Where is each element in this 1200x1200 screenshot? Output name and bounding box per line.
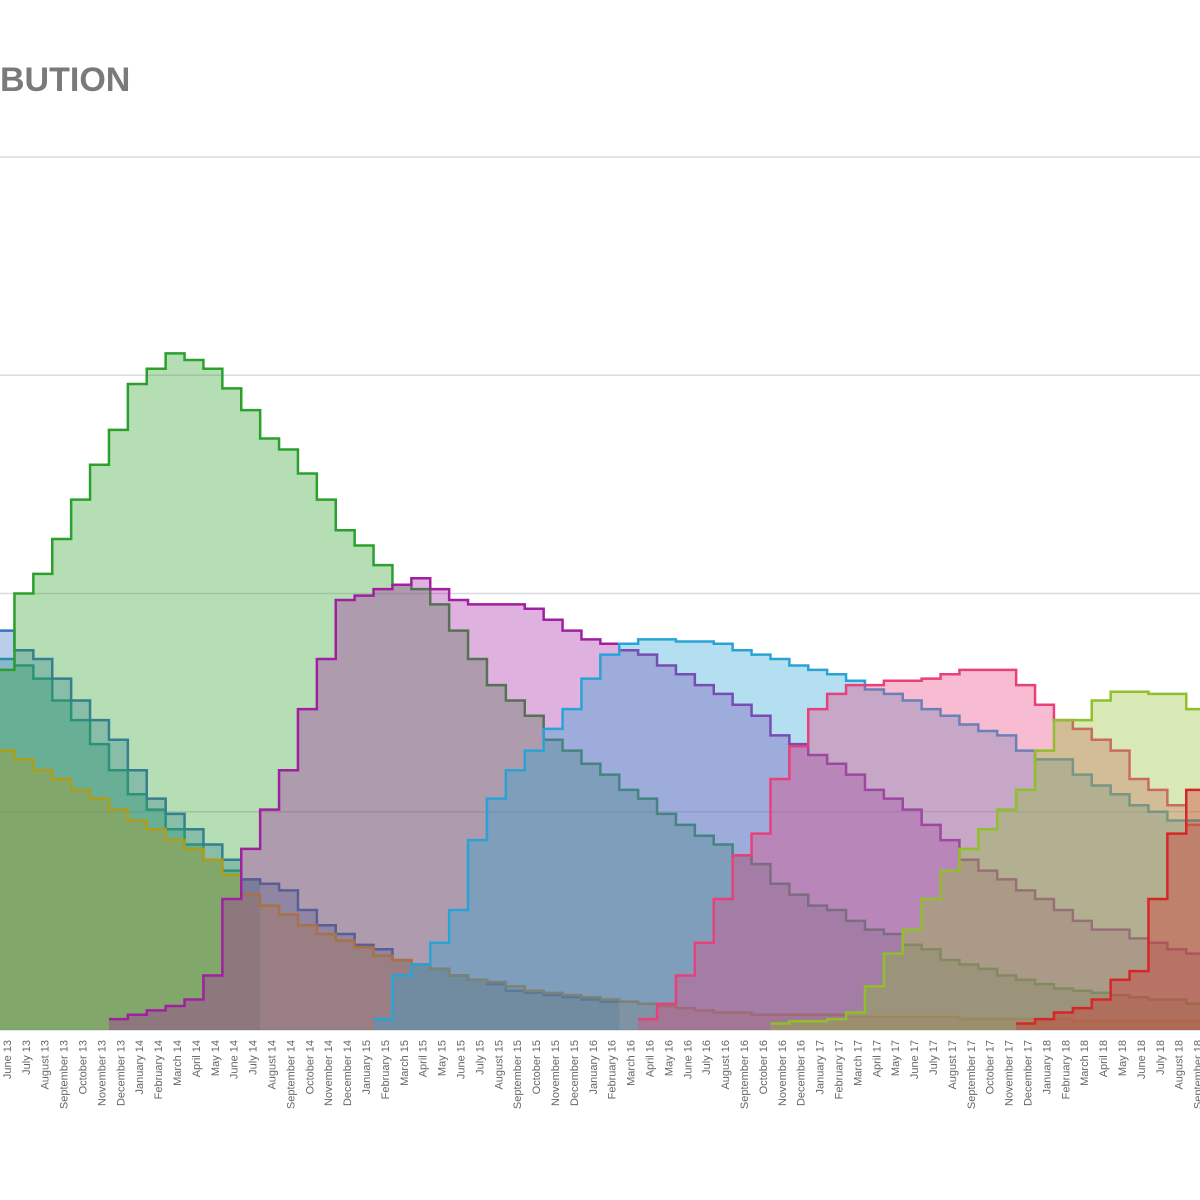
- x-tick-label: December 16: [796, 1040, 808, 1106]
- line: [770, 690, 1200, 1025]
- area: [0, 750, 1200, 1030]
- x-tick-label: March 16: [626, 1040, 638, 1086]
- x-tick-label: July 16: [701, 1040, 713, 1075]
- x-tick-label: December 14: [342, 1040, 354, 1106]
- x-tick-label: June 17: [909, 1040, 921, 1079]
- x-tick-label: May 17: [890, 1040, 902, 1076]
- x-tick-label: November 14: [323, 1040, 335, 1106]
- x-tick-label: October 17: [985, 1040, 997, 1094]
- chart-title: BUTION: [0, 61, 130, 99]
- x-tick-label: July 15: [474, 1040, 486, 1075]
- line: [108, 576, 1200, 1021]
- x-tick-label: June 18: [1136, 1040, 1148, 1079]
- x-tick-label: July 14: [248, 1040, 260, 1075]
- x-tick-label: April 16: [645, 1040, 657, 1077]
- line: [373, 638, 1200, 1021]
- x-tick-label: November 17: [1004, 1040, 1016, 1106]
- x-tick-label: February 18: [1060, 1040, 1072, 1099]
- x-tick-label: September 14: [285, 1040, 297, 1109]
- area: [0, 630, 620, 1030]
- area: [1016, 789, 1200, 1030]
- x-tick-label: May 16: [663, 1040, 675, 1076]
- x-tick-label: June 16: [682, 1040, 694, 1079]
- x-tick-label: March 15: [399, 1040, 411, 1086]
- x-tick-label: September 15: [512, 1040, 524, 1109]
- x-tick-label: December 13: [115, 1040, 127, 1106]
- x-tick-label: June 15: [456, 1040, 468, 1079]
- x-tick-label: August 14: [267, 1040, 279, 1090]
- x-tick-label: August 15: [493, 1040, 505, 1090]
- x-tick-label: December 15: [569, 1040, 581, 1106]
- x-tick-label: January 18: [1041, 1040, 1053, 1094]
- x-tick-label: November 16: [777, 1040, 789, 1106]
- x-tick-label: October 14: [304, 1040, 316, 1094]
- x-tick-label: June 14: [229, 1040, 241, 1079]
- x-tick-label: November 13: [96, 1040, 108, 1106]
- area: [0, 658, 261, 1030]
- x-tick-label: January 14: [134, 1040, 146, 1094]
- x-tick-label: January 17: [815, 1040, 827, 1094]
- x-tick-label: December 17: [1023, 1040, 1035, 1106]
- x-tick-label: February 15: [380, 1040, 392, 1099]
- x-tick-label: March 17: [852, 1040, 864, 1086]
- x-tick-label: June 13: [2, 1040, 14, 1079]
- line: [638, 668, 1200, 1021]
- x-tick-label: July 13: [21, 1040, 33, 1075]
- line: [1016, 788, 1200, 1025]
- x-tick-label: April 17: [871, 1040, 883, 1077]
- x-tick-label: November 15: [550, 1040, 562, 1106]
- x-tick-label: March 14: [172, 1040, 184, 1086]
- area: [770, 691, 1200, 1030]
- area: [373, 639, 1200, 1030]
- area: [0, 353, 1200, 1030]
- x-tick-label: May 14: [210, 1040, 222, 1076]
- x-tick-label: April 18: [1098, 1040, 1110, 1077]
- x-tick-label: October 13: [78, 1040, 90, 1094]
- x-tick-label: May 15: [437, 1040, 449, 1076]
- x-tick-label: August 17: [947, 1040, 959, 1090]
- x-tick-label: August 13: [40, 1040, 52, 1090]
- x-tick-label: February 16: [607, 1040, 619, 1099]
- area: [108, 578, 1200, 1030]
- line: [0, 629, 620, 1003]
- x-tick-label: July 18: [1155, 1040, 1167, 1075]
- x-tick-label: February 17: [834, 1040, 846, 1099]
- x-tick-label: January 15: [361, 1040, 373, 1094]
- x-tick-label: July 17: [928, 1040, 940, 1075]
- x-tick-label: January 16: [588, 1040, 600, 1094]
- line: [0, 352, 1200, 1006]
- x-tick-label: April 15: [418, 1040, 430, 1077]
- x-tick-label: October 16: [758, 1040, 770, 1094]
- x-tick-label: September 16: [739, 1040, 751, 1109]
- area: [638, 669, 1200, 1030]
- x-tick-label: October 15: [531, 1040, 543, 1094]
- x-tick-label: September 18: [1193, 1040, 1200, 1109]
- x-tick-label: March 18: [1079, 1040, 1091, 1086]
- x-tick-label: September 13: [59, 1040, 71, 1109]
- x-tick-label: May 18: [1117, 1040, 1129, 1076]
- x-tick-label: April 14: [191, 1040, 203, 1077]
- line: [0, 749, 1200, 1023]
- x-tick-label: August 18: [1174, 1040, 1186, 1090]
- x-tick-label: September 17: [966, 1040, 978, 1109]
- x-tick-label: August 16: [720, 1040, 732, 1090]
- x-tick-label: February 14: [153, 1040, 165, 1099]
